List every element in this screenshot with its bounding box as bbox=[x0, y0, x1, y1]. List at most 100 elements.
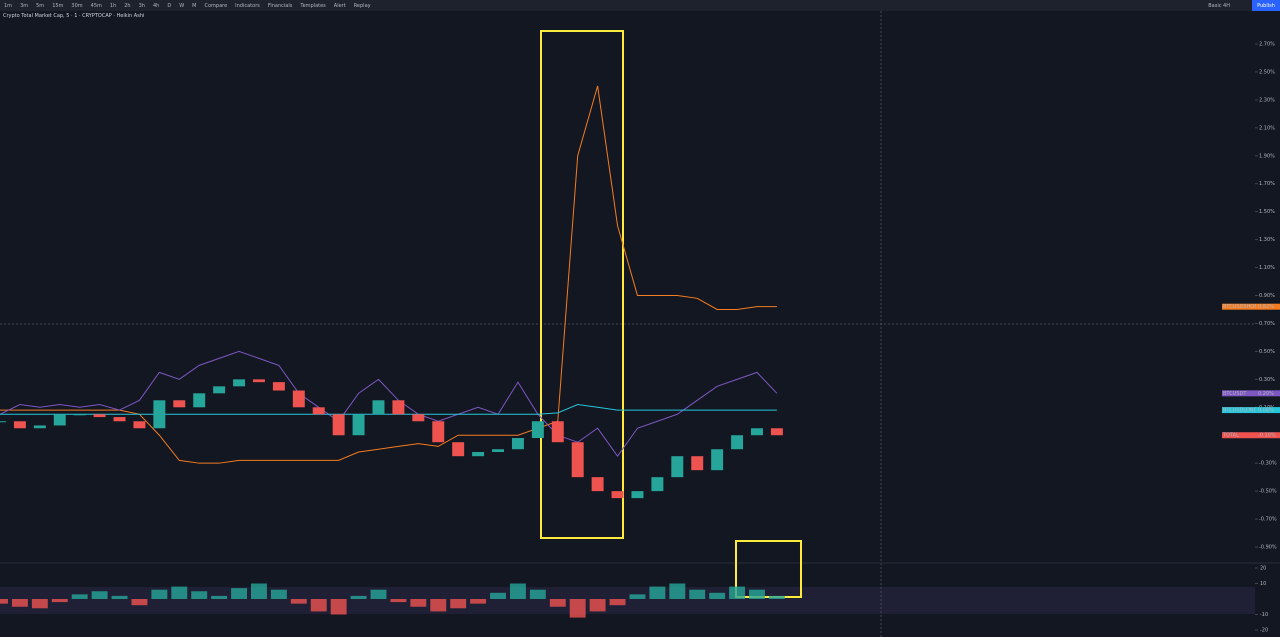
candle bbox=[53, 414, 66, 426]
y-tick-label: 1.50% bbox=[1259, 209, 1275, 215]
timeframe-button[interactable]: 1h bbox=[109, 2, 117, 9]
price-label-bg bbox=[1222, 407, 1256, 414]
timeframe-button[interactable]: 45m bbox=[90, 2, 102, 9]
symbol-legend: Crypto Total Market Cap, 5 · 1 · CRYPTOC… bbox=[3, 13, 145, 19]
toolbar-button[interactable]: Templates bbox=[300, 2, 326, 9]
timeframe-button[interactable]: W bbox=[179, 2, 185, 9]
candle bbox=[671, 456, 684, 478]
y-tick-label: 2.30% bbox=[1259, 97, 1275, 103]
y-tick-label: 1.90% bbox=[1259, 153, 1275, 159]
y-tick-label: 1.10% bbox=[1259, 265, 1275, 271]
timeframe-button[interactable]: 15m bbox=[52, 2, 64, 9]
osc-bar bbox=[749, 589, 765, 599]
osc-tick-label: -10 bbox=[1260, 612, 1268, 618]
candle bbox=[332, 414, 345, 436]
candle bbox=[252, 379, 265, 383]
candle bbox=[492, 449, 504, 453]
candle bbox=[711, 449, 724, 471]
osc-bar bbox=[231, 588, 248, 599]
osc-bar bbox=[589, 599, 606, 612]
osc-bar bbox=[0, 599, 8, 604]
osc-bar bbox=[290, 599, 307, 604]
candle bbox=[173, 400, 186, 408]
series-line bbox=[0, 85, 777, 464]
osc-bar bbox=[768, 595, 785, 599]
osc-bar bbox=[111, 595, 128, 599]
y-tick-label: 0.50% bbox=[1259, 349, 1275, 355]
candle bbox=[631, 491, 644, 499]
candle bbox=[153, 400, 166, 429]
price-label-bg bbox=[1222, 432, 1256, 439]
layout-name[interactable]: Basic 4H bbox=[1208, 2, 1230, 9]
osc-bar bbox=[410, 599, 427, 607]
osc-bar bbox=[529, 589, 546, 599]
candle bbox=[392, 400, 405, 415]
y-tick-label: 0.70% bbox=[1259, 321, 1275, 327]
toolbar-button[interactable]: Financials bbox=[267, 2, 293, 9]
candle bbox=[551, 421, 564, 443]
value-tag bbox=[1256, 390, 1280, 397]
osc-bar bbox=[370, 589, 387, 599]
candle bbox=[33, 425, 46, 429]
timeframe-button[interactable]: 3m bbox=[20, 2, 29, 9]
toolbar-button[interactable]: Replay bbox=[353, 2, 371, 9]
candle bbox=[651, 477, 664, 492]
timeframe-button[interactable]: 30m bbox=[71, 2, 83, 9]
timeframe-button[interactable]: 4h bbox=[152, 2, 160, 9]
price-label-bg bbox=[1222, 303, 1256, 310]
osc-bar bbox=[71, 594, 88, 599]
osc-bar bbox=[51, 599, 68, 603]
osc-bar bbox=[191, 591, 208, 599]
candle bbox=[770, 428, 783, 436]
candle bbox=[13, 421, 26, 429]
y-tick-label: 2.10% bbox=[1259, 125, 1275, 131]
osc-tick-label: -20 bbox=[1260, 628, 1268, 634]
timeframe-button[interactable]: D bbox=[167, 2, 172, 9]
osc-tick-label: 10 bbox=[1260, 581, 1266, 587]
timeframe-button[interactable]: 2h bbox=[124, 2, 131, 9]
toolbar-button[interactable]: Alert bbox=[333, 2, 346, 9]
candle bbox=[272, 382, 285, 391]
toolbar-button[interactable]: Indicators bbox=[235, 2, 260, 9]
osc-bar bbox=[649, 586, 666, 599]
osc-bar bbox=[709, 592, 726, 599]
osc-bar bbox=[669, 583, 686, 599]
osc-bar bbox=[509, 583, 526, 599]
candle bbox=[751, 428, 763, 436]
osc-bar bbox=[251, 583, 267, 599]
candle bbox=[233, 379, 246, 387]
publish-button[interactable]: Publish bbox=[1252, 0, 1280, 11]
osc-bar bbox=[490, 592, 506, 599]
value-label: 0.82% bbox=[1258, 304, 1274, 310]
candle bbox=[571, 442, 584, 478]
timeframe-button[interactable]: 3h bbox=[138, 2, 145, 9]
candle bbox=[213, 386, 226, 394]
osc-bar bbox=[171, 586, 188, 599]
value-label: 0.20% bbox=[1258, 391, 1274, 397]
timeframe-button[interactable]: M bbox=[192, 2, 197, 9]
osc-bar bbox=[91, 591, 108, 599]
candle bbox=[731, 435, 744, 450]
y-tick-label: -0.50% bbox=[1259, 489, 1277, 495]
osc-bar bbox=[390, 599, 407, 603]
osc-bar bbox=[330, 599, 347, 615]
y-tick-label: -0.70% bbox=[1259, 517, 1277, 523]
series-name: BTCUSDSHORTS bbox=[1223, 304, 1264, 310]
candle bbox=[531, 421, 544, 439]
candle bbox=[193, 393, 206, 408]
osc-bar bbox=[729, 586, 746, 599]
candle bbox=[591, 477, 604, 492]
candle bbox=[292, 390, 305, 408]
osc-bar bbox=[689, 589, 706, 599]
y-tick-label: 1.70% bbox=[1259, 181, 1275, 187]
candle bbox=[472, 452, 485, 457]
price-label-bg bbox=[1222, 390, 1256, 397]
timeframe-button[interactable]: 5m bbox=[36, 2, 45, 9]
series-line bbox=[0, 403, 777, 415]
timeframe-button[interactable]: 1m bbox=[4, 2, 13, 9]
candle bbox=[452, 442, 465, 457]
toolbar-button[interactable]: Compare bbox=[204, 2, 228, 9]
